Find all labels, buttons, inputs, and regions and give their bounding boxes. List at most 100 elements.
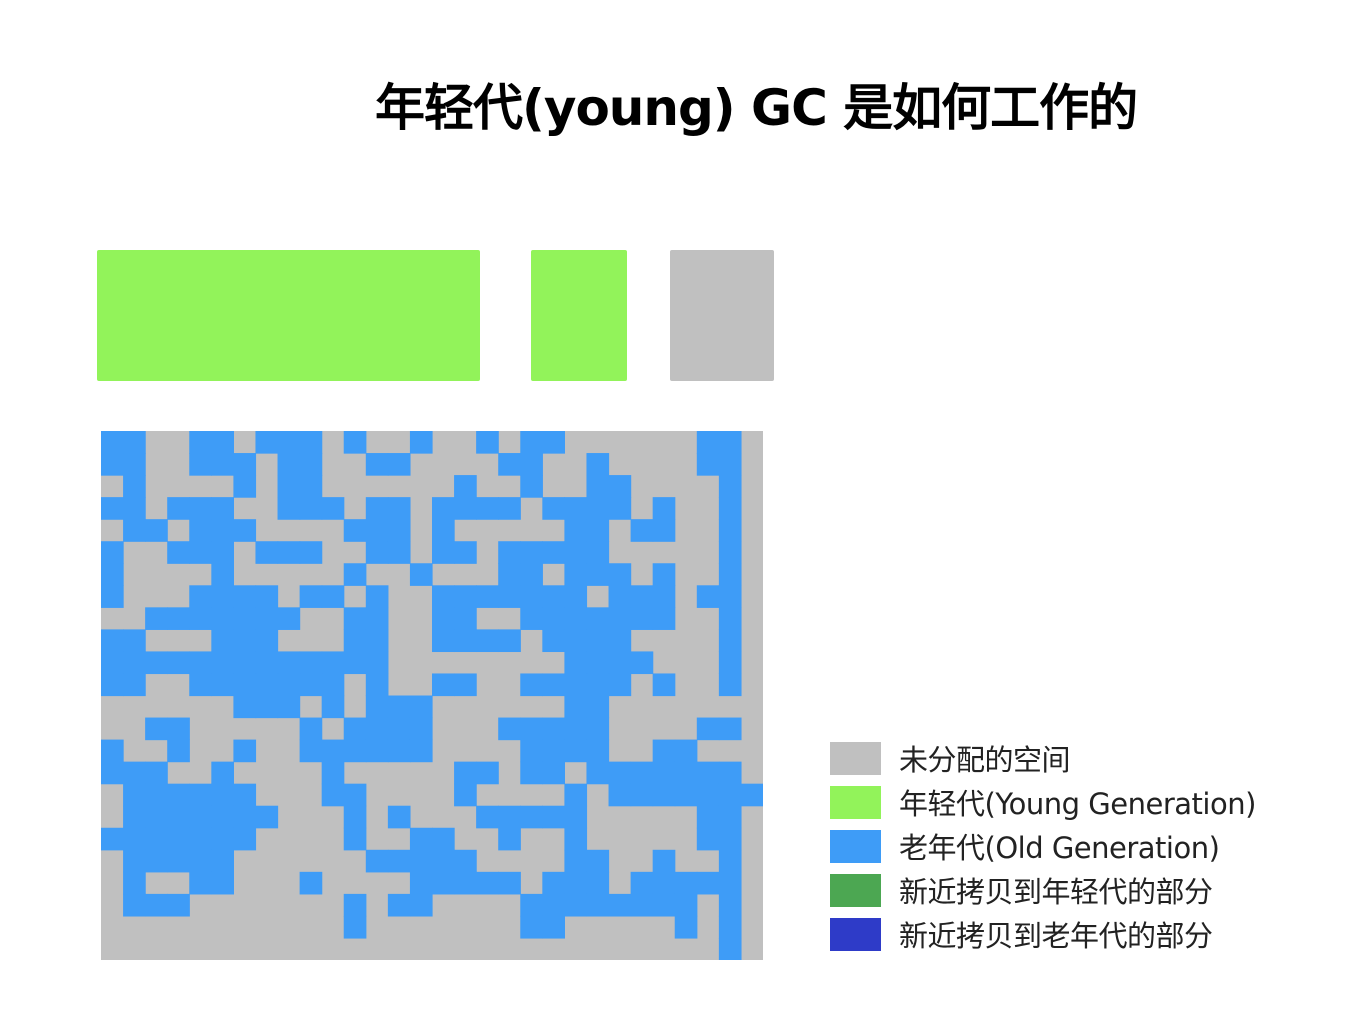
old-grid-cell [145, 651, 168, 675]
old-grid-cell [542, 585, 565, 608]
old-grid-cell [101, 629, 124, 653]
old-grid-cell [520, 431, 543, 454]
old-grid-cell [123, 497, 146, 520]
old-grid-cell [189, 827, 212, 851]
old-grid-cell [277, 497, 301, 520]
old-grid-cell [564, 629, 588, 653]
old-grid-cell [674, 739, 698, 763]
legend-item-young: 年轻代(Young Generation) [830, 780, 1256, 824]
old-grid-cell [432, 827, 455, 851]
old-grid-cell [564, 651, 588, 675]
old-grid-cell [564, 805, 588, 829]
old-grid-cell [387, 695, 411, 719]
old-grid-cell [299, 431, 323, 454]
legend-swatch-unallocated [830, 741, 881, 775]
old-grid-cell [454, 541, 477, 564]
old-grid-cell [343, 717, 367, 741]
legend-label-young: 年轻代(Young Generation) [899, 787, 1256, 821]
old-grid-cell [652, 563, 676, 586]
old-grid-cell [299, 739, 323, 763]
old-grid-cell [365, 695, 389, 719]
old-grid-cell [299, 497, 323, 520]
old-grid-cell [211, 431, 234, 454]
old-grid-cell [299, 871, 323, 895]
old-grid-cell [696, 717, 720, 741]
old-grid-cell [167, 717, 190, 741]
legend-item-unallocated: 未分配的空间 [830, 736, 1256, 780]
old-grid-cell [233, 805, 257, 829]
old-grid-cell [365, 453, 389, 476]
old-grid-cell [365, 651, 389, 675]
legend-label-copied-young: 新近拷贝到年轻代的部分 [899, 875, 1213, 909]
old-grid-cell [498, 827, 521, 851]
old-grid-cell [189, 541, 212, 564]
old-grid-cell [652, 519, 676, 542]
old-grid-cell [718, 475, 742, 498]
old-grid-cell [542, 607, 565, 630]
old-grid-cell [277, 651, 301, 675]
old-grid-cell [454, 871, 477, 895]
old-grid-cell [321, 651, 345, 675]
old-grid-cell [409, 431, 433, 454]
old-grid-cell [718, 673, 742, 697]
old-grid-cell [586, 871, 610, 895]
old-grid-cell [520, 673, 543, 697]
old-grid-cell [520, 739, 543, 763]
old-grid-cell [343, 431, 367, 454]
old-grid-cell [718, 893, 742, 917]
old-grid-cell [630, 893, 654, 917]
old-grid-cell [432, 673, 455, 697]
old-grid-cell [123, 783, 146, 807]
old-grid-cell [101, 563, 124, 586]
old-grid-cell [211, 871, 234, 895]
old-generation-grid [101, 431, 763, 960]
old-grid-cell [189, 431, 212, 454]
old-grid-cell [718, 563, 742, 586]
old-grid-cell [167, 783, 190, 807]
legend-swatch-young [830, 785, 881, 819]
old-grid-cell [586, 893, 610, 917]
old-grid-cell [674, 761, 698, 785]
old-grid-cell [145, 783, 168, 807]
old-grid-cell [542, 761, 565, 785]
old-grid-cell [608, 563, 632, 586]
old-grid-cell [233, 695, 257, 719]
old-grid-cell [167, 651, 190, 675]
old-grid-cell [189, 849, 212, 873]
old-grid-cell [145, 893, 168, 917]
old-grid-cell [101, 739, 124, 763]
old-grid-cell [696, 871, 720, 895]
old-grid-cell [696, 761, 720, 785]
old-grid-cell [123, 629, 146, 653]
old-grid-cell [542, 431, 565, 454]
old-grid-cell [343, 519, 367, 542]
old-grid-cell [299, 673, 323, 697]
old-grid-cell [498, 453, 521, 476]
old-grid-cell [498, 629, 521, 653]
old-grid-cell [564, 783, 588, 807]
legend-label-unallocated: 未分配的空间 [899, 743, 1071, 777]
old-grid-cell [145, 607, 168, 630]
old-grid-cell [387, 453, 411, 476]
old-grid-cell [409, 563, 433, 586]
old-grid-cell [145, 805, 168, 829]
old-grid-cell [321, 497, 345, 520]
old-grid-cell [520, 893, 543, 917]
old-grid-cell [718, 585, 742, 608]
old-grid-cell [542, 629, 565, 653]
old-grid-cell [255, 629, 279, 653]
old-grid-cell [299, 717, 323, 741]
legend-swatch-copied-old [830, 917, 881, 951]
old-grid-cell [343, 607, 367, 630]
old-grid-cell [586, 739, 610, 763]
old-grid-cell [718, 431, 742, 454]
survivor-from-region [531, 250, 627, 381]
old-grid-cell [454, 607, 477, 630]
old-grid-cell [608, 585, 632, 608]
old-grid-cell [454, 475, 477, 498]
old-grid-cell [123, 475, 146, 498]
old-grid-cell [123, 519, 146, 542]
old-grid-cell [233, 673, 257, 697]
old-grid-cell [343, 739, 367, 763]
old-grid-cell [542, 739, 565, 763]
